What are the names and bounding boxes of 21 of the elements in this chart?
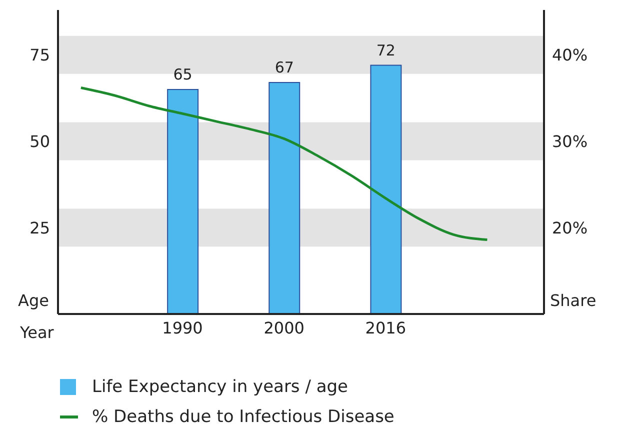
y-axis-title: Age (18, 291, 49, 310)
y-tick-label: 75 (30, 46, 50, 65)
legend-label: Life Expectancy in years / age (92, 376, 348, 399)
bar (167, 88, 199, 314)
y2-tick-label: 40% (552, 46, 588, 65)
y2-tick-label: 30% (552, 132, 588, 151)
data-label: 67 (274, 58, 294, 77)
data-label: 72 (376, 41, 396, 60)
legend-label: % Deaths due to Infectious Disease (92, 406, 394, 429)
y2-axis-title: Share (550, 291, 596, 310)
line-series (80, 86, 488, 241)
x-axis-title: Year (19, 323, 54, 342)
y-tick-label: 25 (30, 218, 50, 238)
bar (370, 64, 402, 314)
y-tick-label: 50 (30, 132, 50, 151)
x-tick-label: 1990 (162, 318, 203, 338)
y2-tick-label: 20% (552, 218, 588, 238)
x-tick-label: 2000 (264, 318, 304, 338)
bar (268, 82, 300, 314)
x-tick-label: 2016 (365, 318, 406, 338)
data-label: 65 (173, 65, 192, 84)
